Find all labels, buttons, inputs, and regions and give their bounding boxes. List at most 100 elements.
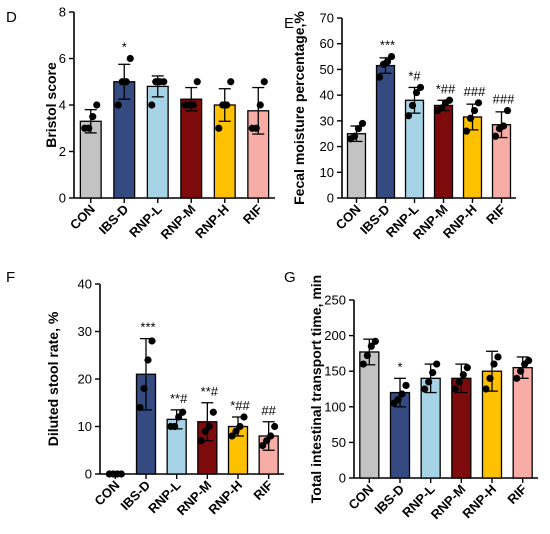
data-point	[228, 432, 236, 440]
y-tick-label: 0	[327, 191, 334, 206]
data-point	[412, 88, 421, 97]
bar-con	[346, 133, 367, 199]
y-tick-label: 0	[339, 471, 346, 486]
panel-letter: F	[6, 269, 15, 286]
y-axis-label: Fecal moisture percentage,%	[291, 11, 307, 205]
significance-label: ***	[140, 320, 155, 335]
bar-rnp-l	[420, 377, 441, 479]
y-tick-label: 60	[320, 36, 334, 51]
y-tick-label: 10	[78, 419, 92, 434]
data-point	[252, 124, 260, 132]
significance-label: *##	[436, 81, 456, 96]
significance-label: ##	[261, 403, 276, 418]
data-point	[494, 353, 502, 361]
data-point	[375, 73, 384, 81]
data-point	[144, 356, 152, 364]
data-point	[93, 101, 101, 109]
data-point	[445, 96, 454, 104]
data-point	[398, 390, 406, 398]
bar-con	[359, 351, 380, 479]
data-point	[470, 106, 479, 115]
data-point	[437, 104, 446, 112]
data-point	[232, 427, 240, 435]
bar-rnp-m	[451, 377, 472, 479]
y-tick-label: 6	[59, 51, 66, 66]
data-point	[425, 378, 433, 386]
x-tick-label: RIF	[250, 477, 275, 502]
bar-rnp-m	[433, 104, 454, 199]
data-point	[148, 101, 156, 109]
x-tick-label: RIF	[483, 201, 508, 226]
panel-letter: G	[284, 269, 296, 286]
data-point	[171, 422, 179, 431]
data-point	[404, 112, 413, 120]
bar-ibs-d	[375, 64, 396, 199]
significance-label: *	[397, 359, 402, 374]
data-point	[140, 384, 148, 393]
data-point	[455, 378, 463, 386]
data-point	[350, 132, 359, 140]
data-point	[491, 132, 500, 140]
y-tick-label: 30	[78, 324, 92, 339]
data-point	[433, 360, 441, 368]
y-axis-label: Diluted stool rate, %	[45, 311, 61, 446]
data-point	[525, 356, 533, 365]
data-point	[126, 54, 134, 63]
x-tick-label: RNP-H	[205, 478, 245, 518]
y-tick-label: 50	[320, 62, 334, 77]
data-point	[215, 124, 223, 132]
data-point	[359, 360, 367, 368]
data-point	[193, 78, 201, 86]
data-point	[383, 58, 392, 66]
data-point	[179, 408, 187, 416]
data-point	[85, 124, 93, 132]
y-tick-label: 70	[320, 11, 334, 26]
y-tick-label: 20	[320, 139, 334, 154]
y-tick-label: 0	[59, 191, 66, 206]
data-point	[408, 101, 417, 110]
x-tick-label: CON	[67, 202, 98, 233]
x-tick-label: RNP-H	[459, 482, 499, 522]
data-point	[197, 437, 205, 445]
data-point	[160, 78, 168, 86]
y-tick-label: 20	[78, 372, 92, 387]
bar-rif	[512, 366, 533, 479]
data-point	[517, 367, 525, 375]
y-tick-label: 50	[332, 435, 346, 450]
data-point	[256, 101, 264, 109]
data-point	[205, 422, 213, 431]
x-tick-label: RIF	[504, 481, 529, 506]
data-point	[466, 114, 475, 122]
y-tick-label: 200	[324, 328, 346, 343]
data-point	[482, 385, 490, 393]
data-point	[122, 78, 130, 86]
panel-letter: D	[6, 9, 17, 26]
y-tick-label: 40	[320, 88, 334, 103]
x-tick-label: RNP-H	[192, 202, 232, 242]
significance-label: ###	[464, 84, 486, 99]
y-tick-label: 2	[59, 144, 66, 159]
data-point	[240, 413, 248, 421]
x-tick-label: RNP-M	[174, 478, 215, 519]
data-point	[394, 396, 402, 404]
data-point	[459, 371, 467, 379]
y-tick-label: 100	[324, 399, 346, 414]
significance-label: *##	[230, 398, 250, 413]
data-point	[201, 427, 209, 435]
data-point	[499, 122, 508, 130]
data-point	[358, 119, 367, 128]
significance-label: **#	[170, 391, 188, 406]
x-tick-label: RNP-M	[428, 482, 469, 523]
y-tick-label: 250	[324, 293, 346, 308]
x-tick-label: RIF	[240, 201, 265, 226]
y-tick-label: 30	[320, 113, 334, 128]
data-point	[263, 437, 271, 445]
data-point	[175, 413, 183, 421]
significance-label: ***	[380, 38, 395, 53]
data-point	[259, 441, 267, 450]
data-point	[513, 374, 521, 382]
